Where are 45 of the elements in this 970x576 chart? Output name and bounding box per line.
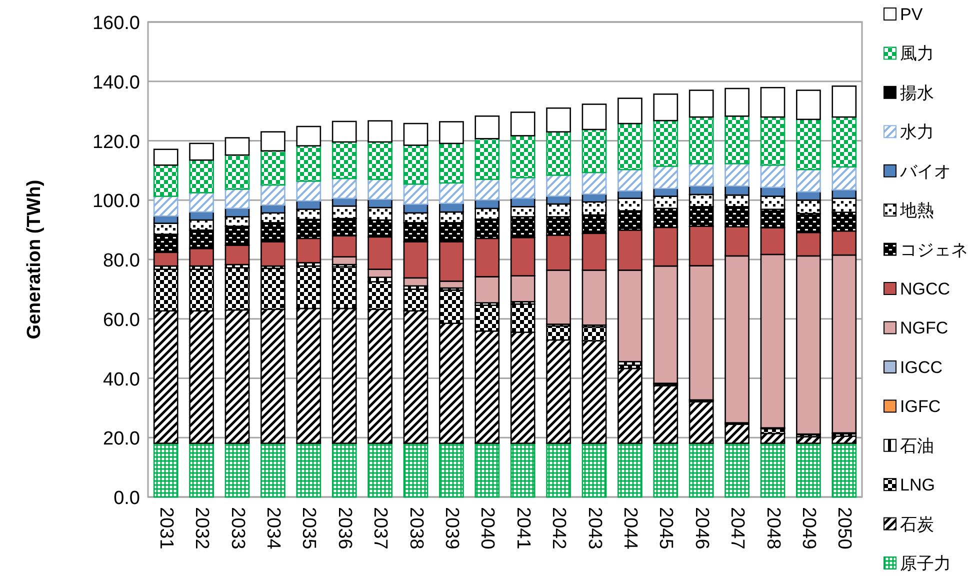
y-tick-label: 120.0 (92, 132, 140, 153)
x-tick-label: 2041 (512, 507, 534, 550)
x-tick-label: 2038 (405, 507, 426, 550)
legend-label: 原子力 (900, 554, 951, 573)
y-axis-title: Generation (TWh) (24, 180, 45, 340)
x-tick-label: 2036 (334, 507, 355, 550)
x-tick-label: 2039 (440, 507, 462, 550)
x-tick-label: 2033 (226, 507, 248, 550)
x-tick-label: 2042 (548, 507, 570, 550)
legend-label: IGCC (900, 358, 942, 377)
y-tick-label: 60.0 (103, 310, 140, 331)
x-tick-label: 2046 (690, 507, 712, 550)
x-tick-label: 2032 (191, 507, 212, 550)
legend-label: 風力 (900, 44, 934, 64)
x-tick-label: 2050 (834, 507, 855, 550)
legend-label: 石油 (900, 436, 934, 456)
legend-label: NGFC (900, 318, 948, 338)
y-tick-label: 140.0 (92, 72, 140, 94)
x-tick-label: 2034 (262, 507, 284, 550)
legend-label: コジェネ (900, 240, 968, 260)
x-tick-label: 2037 (370, 507, 391, 550)
x-tick-label: 2045 (655, 507, 676, 550)
x-tick-label: 2047 (726, 507, 748, 550)
y-tick-label: 0.0 (114, 488, 140, 509)
legend-label: 石炭 (900, 514, 934, 534)
legend-label: バイオ (899, 162, 951, 181)
legend-label: PV (900, 5, 924, 24)
y-tick-label: 160.0 (92, 13, 140, 34)
x-tick-label: 2049 (798, 507, 819, 550)
y-tick-label: 20.0 (103, 428, 140, 450)
legend-label: 揚水 (900, 83, 934, 102)
legend-label: NGCC (900, 280, 950, 298)
legend-label: IGFC (900, 397, 941, 416)
legend-label: LNG (900, 476, 935, 495)
x-tick-label: 2048 (762, 507, 784, 550)
x-tick-label: 2040 (476, 507, 498, 550)
y-tick-label: 100.0 (92, 191, 140, 212)
x-tick-label: 2031 (155, 507, 176, 550)
legend-label: 地熱 (899, 201, 934, 220)
x-tick-label: 2043 (584, 507, 605, 550)
y-tick-label: 80.0 (103, 250, 140, 272)
legend-label: 水力 (900, 122, 934, 142)
y-tick-label: 40.0 (103, 369, 140, 390)
x-tick-label: 2035 (298, 507, 320, 550)
x-tick-label: 2044 (619, 507, 640, 550)
